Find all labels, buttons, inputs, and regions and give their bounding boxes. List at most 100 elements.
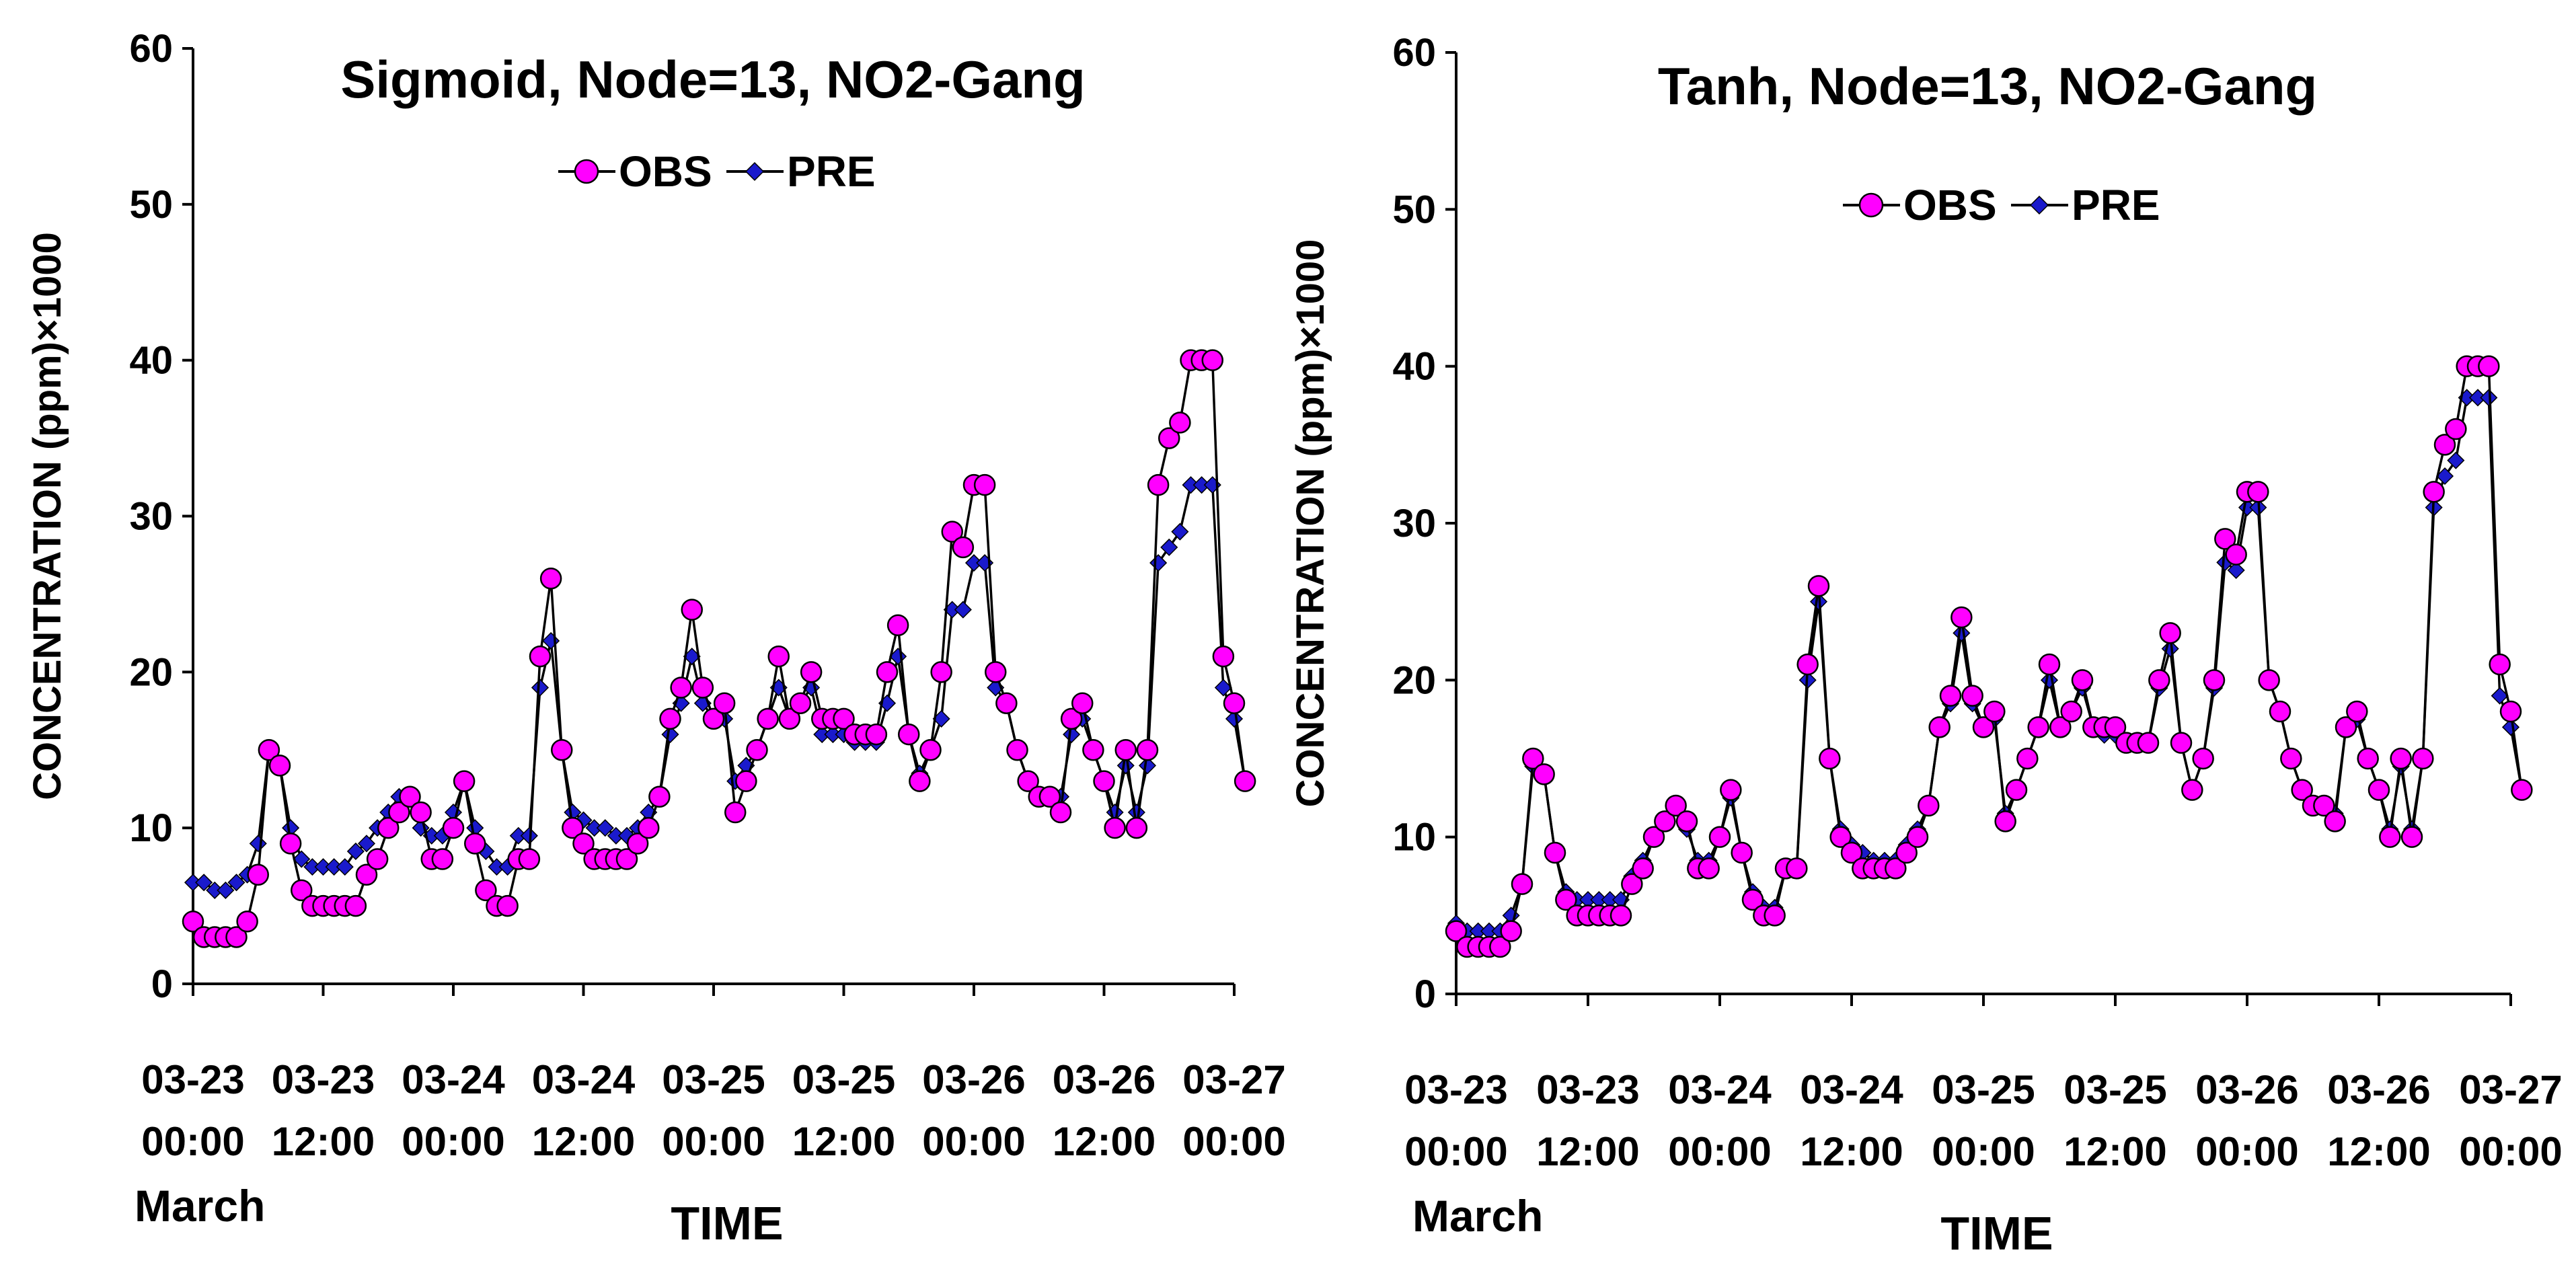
obs-point — [778, 707, 801, 730]
obs-point — [1489, 935, 1511, 958]
obs-point — [1731, 841, 1753, 864]
obs-point — [2379, 826, 2401, 848]
obs-point — [1895, 841, 1918, 864]
obs-point — [551, 739, 573, 761]
pre-point — [1138, 757, 1157, 775]
obs-point — [236, 911, 258, 933]
obs-point — [1038, 785, 1061, 808]
pre-point — [1953, 624, 1971, 642]
obs-point — [2214, 528, 2236, 550]
obs-point — [713, 692, 736, 714]
x-tick-label-date: 03-25 — [662, 1057, 765, 1102]
pre-point — [2435, 467, 2454, 486]
obs-point — [2291, 779, 2313, 801]
obs-point — [572, 833, 595, 855]
x-tick-label-date: 03-26 — [922, 1057, 1025, 1102]
obs-point — [1928, 716, 1950, 738]
obs-point — [681, 599, 703, 621]
obs-point — [1158, 427, 1180, 449]
obs-point — [2367, 779, 2390, 801]
pre-point — [2227, 561, 2245, 580]
x-tick-label-date: 03-23 — [1404, 1067, 1507, 1112]
x-tick-label-date: 03-27 — [1182, 1057, 1285, 1102]
obs-point — [1939, 685, 1962, 707]
obs-point — [2346, 700, 2368, 723]
obs-point — [2159, 622, 2181, 644]
x-tick-label-time: 00:00 — [2459, 1129, 2562, 1174]
x-tick-label-time: 00:00 — [1182, 1119, 1285, 1164]
obs-point — [2016, 747, 2039, 770]
pre-point — [2447, 451, 2465, 469]
y-tick-label: 40 — [1392, 345, 1436, 389]
obs-point — [746, 739, 768, 761]
legend-marker-pre — [2029, 195, 2049, 215]
obs-point — [2400, 826, 2423, 848]
obs-point — [1234, 770, 1256, 792]
obs-point — [1961, 685, 1983, 707]
x-tick-label-time: 00:00 — [922, 1119, 1025, 1164]
panel-tanh: 0 10 20 30 40 50 60 03-23 00:00 03-23 12:00 03-24 00… — [1289, 31, 2563, 1260]
obs-point — [1621, 873, 1643, 895]
pre-point — [227, 874, 245, 892]
obs-point — [930, 661, 952, 683]
obs-point — [2511, 779, 2533, 801]
x-tick-label-time: 12:00 — [532, 1119, 635, 1164]
obs-point — [247, 863, 269, 886]
y-tick-label: 30 — [129, 495, 173, 539]
obs-point — [1807, 575, 1830, 597]
y-tick-label: 60 — [129, 27, 173, 71]
obs-point — [410, 801, 432, 824]
x-tick-label-time: 12:00 — [792, 1119, 895, 1164]
pre-point — [357, 835, 376, 853]
obs-point — [919, 739, 942, 761]
x-tick-label-date: 03-26 — [2327, 1067, 2430, 1112]
obs-point — [1786, 857, 1808, 880]
obs-point — [876, 661, 899, 683]
obs-point — [1169, 412, 1191, 434]
obs-point — [1555, 888, 1577, 911]
obs-point — [702, 707, 725, 730]
obs-point — [539, 567, 562, 590]
obs-point — [2060, 700, 2082, 723]
x-tick-label-date: 03-25 — [792, 1057, 895, 1102]
pre-point — [217, 881, 235, 899]
obs-point — [562, 816, 584, 839]
obs-point — [1665, 794, 1687, 817]
obs-point — [453, 770, 476, 792]
obs-point — [886, 614, 909, 637]
chart-title: Tanh, Node=13, NO2-Gang — [1658, 56, 2317, 116]
obs-point — [344, 894, 367, 917]
pre-point — [1160, 538, 1178, 556]
obs-point — [659, 707, 681, 730]
y-tick-label: 30 — [1392, 502, 1436, 545]
obs-point — [1994, 810, 2016, 833]
obs-point — [1049, 801, 1072, 824]
x-tick-label-time: 00:00 — [1932, 1129, 2035, 1174]
obs-point — [1522, 747, 1544, 770]
obs-point — [638, 816, 660, 839]
obs-point — [1720, 779, 1742, 801]
obs-point — [1972, 716, 1995, 738]
obs-point — [2324, 810, 2346, 833]
pre-point — [336, 858, 354, 876]
x-tick-label-date: 03-24 — [1668, 1067, 1772, 1112]
pre-point — [661, 726, 679, 744]
obs-point — [2269, 700, 2291, 723]
x-axis-title: TIME — [671, 1197, 783, 1249]
obs-point — [1114, 739, 1137, 761]
obs-point — [1918, 794, 1940, 817]
x-tick-label-time: 00:00 — [1668, 1129, 1771, 1174]
obs-point — [1511, 873, 1533, 895]
obs-point — [1906, 826, 1929, 848]
x-tick-label-time: 12:00 — [2063, 1129, 2166, 1174]
obs-point — [2104, 716, 2127, 738]
obs-point — [464, 833, 486, 855]
obs-point — [1840, 841, 1863, 864]
x-axis-title: TIME — [1940, 1207, 2053, 1260]
obs-point — [2225, 543, 2247, 566]
y-tick-label: 20 — [1392, 658, 1436, 702]
x-axis-caption: March — [135, 1181, 265, 1231]
pre-point — [596, 819, 614, 837]
pre-point — [195, 874, 213, 892]
